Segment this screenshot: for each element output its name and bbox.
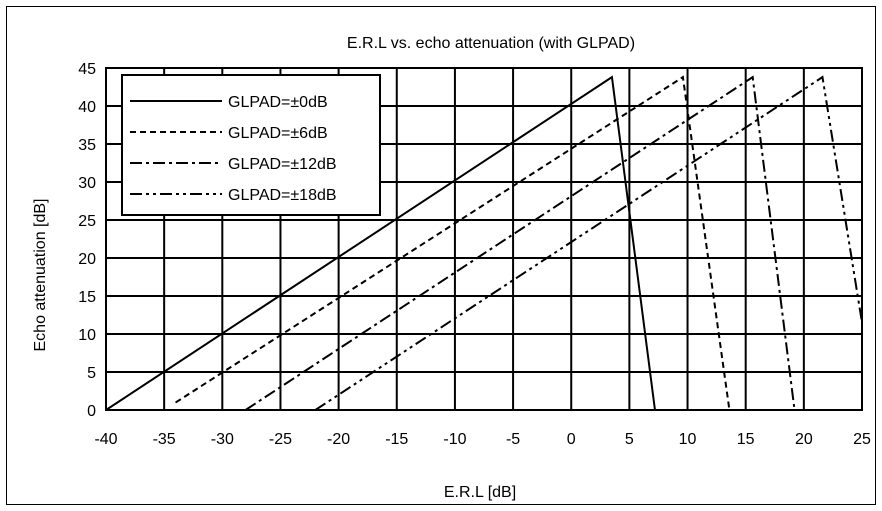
x-tick-label: -35 [153,431,176,448]
x-tick-label: -20 [327,431,350,448]
x-tick-label: -10 [443,431,466,448]
x-tick-label: 15 [737,431,755,448]
y-tick-label: 10 [78,327,96,344]
data-point [682,76,684,78]
x-tick-label: 10 [679,431,697,448]
chart-title: E.R.L vs. echo attenuation (with GLPAD) [347,35,635,52]
data-point [861,322,863,324]
x-tick-label: -25 [269,431,292,448]
legend-label: GLPAD=±0dB [228,94,328,111]
y-tick-label: 45 [78,61,96,78]
x-tick-label: -30 [211,431,234,448]
y-tick-label: 5 [87,365,96,382]
data-point [821,76,823,78]
x-tick-label: 5 [625,431,634,448]
x-tick-label: 20 [795,431,813,448]
x-axis-title: E.R.L [dB] [444,484,516,501]
x-tick-label: -15 [385,431,408,448]
y-tick-label: 30 [78,175,96,192]
legend-box [121,74,381,216]
data-point [794,409,796,411]
legend-label: GLPAD=±6dB [228,125,328,142]
data-point [314,409,316,411]
y-tick-label: 0 [87,403,96,420]
data-point [728,409,730,411]
data-point [245,409,247,411]
x-tick-label: 0 [567,431,576,448]
x-tick-label: 25 [853,431,871,448]
y-tick-labels: 0 5 10 15 20 25 30 35 40 45 [78,61,96,420]
data-point [611,76,613,78]
legend: GLPAD=±0dB GLPAD=±6dB GLPAD=±12dB GLPAD=±18… [121,74,381,216]
y-tick-label: 25 [78,213,96,230]
data-point [105,409,107,411]
x-tick-label: -40 [94,431,117,448]
legend-label: GLPAD=±12dB [228,156,337,173]
y-tick-label: 40 [78,99,96,116]
y-axis-title: Echo attenuation [dB] [32,199,49,352]
x-tick-label: -5 [506,431,520,448]
x-tick-labels: -40 -35 -30 -25 -20 -15 -10 -5 0 5 10 15 20 25 [94,431,871,448]
legend-label: GLPAD=±18dB [228,187,337,204]
series-layer [105,75,863,411]
y-tick-label: 15 [78,289,96,306]
y-tick-label: 35 [78,137,96,154]
data-point [752,76,754,78]
y-tick-label: 20 [78,251,96,268]
data-point [654,409,656,411]
data-point [175,401,177,403]
